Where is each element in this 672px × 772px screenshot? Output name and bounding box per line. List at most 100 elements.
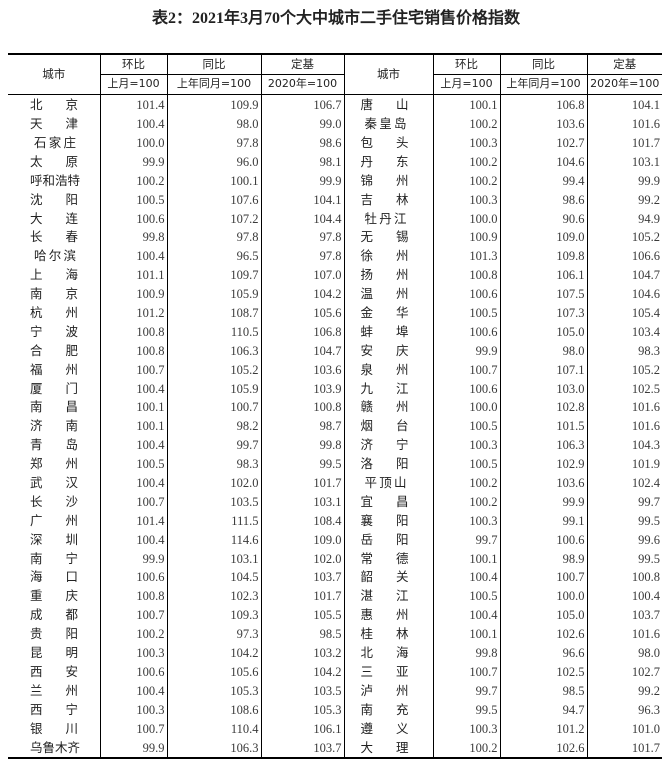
fixed-index-cell: 104.7 [586,265,662,285]
fixed-index-cell: 99.5 [260,454,344,474]
city-name-cell: 上海 [8,266,100,285]
city-name: 天津 [30,116,78,132]
city-name-cell: 南充 [343,700,433,720]
yoy-index-cell: 103.6 [499,473,587,493]
yoy-index-cell: 107.1 [499,360,587,380]
city-name-cell: 扬州 [343,265,433,285]
mom-index-cell: 100.3 [99,643,167,663]
city-name-cell: 包头 [343,133,433,153]
mom-index-cell: 100.8 [99,586,167,606]
table-row: 广州 101.4 111.5 108.4 襄阳 100.3 99.1 99.5 [8,511,662,531]
city-name: 深圳 [30,531,78,547]
fixed-index-cell: 105.2 [586,228,662,247]
yoy-index-cell: 98.2 [166,416,261,436]
header-fixed-right: 定基 [586,54,662,75]
yoy-index-cell: 108.7 [166,303,261,323]
mom-index-cell: 100.2 [432,473,500,493]
city-name: 丹东 [360,153,409,169]
city-name-cell: 南昌 [8,398,100,417]
city-name: 遵义 [360,720,409,736]
city-name-cell: 丹东 [343,152,433,172]
yoy-index-cell: 110.4 [166,719,261,739]
mom-index-cell: 100.4 [99,114,167,134]
yoy-index-cell: 102.7 [499,133,587,153]
fixed-index-cell: 94.9 [586,209,662,229]
city-name-cell: 锦州 [343,171,433,191]
yoy-index-cell: 100.7 [499,568,587,587]
city-name-cell: 宁波 [8,322,100,341]
city-name-cell: 烟台 [343,416,433,436]
yoy-index-cell: 100.6 [499,530,587,550]
fixed-index-cell: 102.5 [586,379,662,399]
fixed-index-cell: 98.1 [260,152,344,172]
mom-index-cell: 100.2 [432,738,500,758]
mom-index-cell: 100.5 [432,454,500,474]
table-row: 深圳 100.4 114.6 109.0 岳阳 99.7 100.6 99.6 [8,530,662,550]
city-name: 九江 [360,380,409,396]
city-name-cell: 三亚 [343,662,433,682]
city-name: 乌鲁木齐 [30,739,81,755]
city-name: 北京 [30,97,78,113]
mom-index-cell: 100.7 [99,605,167,625]
table-row: 济南 100.1 98.2 98.7 烟台 100.5 101.5 101.6 [8,416,662,436]
city-name-cell: 南宁 [8,549,100,568]
city-name: 包头 [360,135,409,150]
table-row: 厦门 100.4 105.9 103.9 九江 100.6 103.0 102.5 [8,379,662,399]
city-name: 西安 [30,663,78,679]
city-name: 太原 [30,153,78,169]
table-row: 合肥 100.8 106.3 104.7 安庆 99.9 98.0 98.3 [8,341,662,361]
city-name-cell: 金华 [343,303,433,323]
mom-index-cell: 100.4 [99,379,167,399]
mom-index-cell: 100.1 [432,624,500,644]
city-name-cell: 呼和浩特 [8,171,100,190]
city-name-cell: 长沙 [8,492,100,511]
mom-index-cell: 101.1 [99,265,167,285]
table-row: 太原 99.9 96.0 98.1 丹东 100.2 104.6 103.1 [8,152,662,172]
yoy-index-cell: 108.6 [166,700,261,720]
city-name: 哈尔滨 [34,248,76,264]
mom-index-cell: 100.4 [99,681,167,701]
city-name: 徐州 [360,248,409,264]
mom-index-cell: 100.7 [99,492,167,512]
fixed-index-cell: 98.3 [586,341,662,361]
mom-index-cell: 99.7 [432,530,500,550]
city-name: 成都 [30,607,78,623]
city-name-cell: 南京 [8,285,100,304]
table-body: 北京 101.4 109.9 106.7 唐山 100.1 106.8 104.1 天津 100.… [8,94,662,758]
city-name: 赣州 [360,399,409,415]
city-name: 长沙 [30,493,78,509]
city-name: 岳阳 [360,531,409,547]
mom-index-cell: 100.3 [432,190,500,210]
table-row: 上海 101.1 109.7 107.0 扬州 100.8 106.1 104.7 [8,265,662,285]
yoy-index-cell: 102.8 [499,398,587,417]
city-name: 贵阳 [30,626,78,642]
city-name: 唐山 [360,97,409,113]
city-name-cell: 石家庄 [8,134,100,153]
mom-index-cell: 101.4 [99,511,167,531]
city-name-cell: 惠州 [343,605,433,625]
city-name-cell: 哈尔滨 [8,247,100,266]
mom-index-cell: 100.2 [432,492,500,512]
yoy-index-cell: 99.1 [499,511,587,531]
city-name-cell: 徐州 [343,246,433,266]
city-name: 无锡 [360,229,409,245]
mom-index-cell: 100.3 [432,511,500,531]
city-name-cell: 唐山 [343,94,433,115]
fixed-index-cell: 99.2 [586,190,662,210]
city-name: 南充 [360,701,409,717]
fixed-index-cell: 99.0 [260,114,344,134]
header-fixed-base-right: 2020年=100 [586,74,662,95]
city-name-cell: 西宁 [8,700,100,719]
mom-index-cell: 100.4 [432,605,500,625]
table-row: 石家庄 100.0 97.8 98.6 包头 100.3 102.7 101.7 [8,133,662,153]
yoy-index-cell: 102.0 [166,473,261,493]
city-name: 厦门 [30,380,78,396]
city-name-cell: 郑州 [8,455,100,474]
mom-index-cell: 100.5 [432,416,500,436]
city-name-cell: 厦门 [8,379,100,398]
yoy-index-cell: 98.6 [499,190,587,210]
yoy-index-cell: 98.3 [166,454,261,474]
yoy-index-cell: 102.6 [499,738,587,758]
mom-index-cell: 99.8 [99,228,167,247]
city-name: 锦州 [360,172,409,188]
